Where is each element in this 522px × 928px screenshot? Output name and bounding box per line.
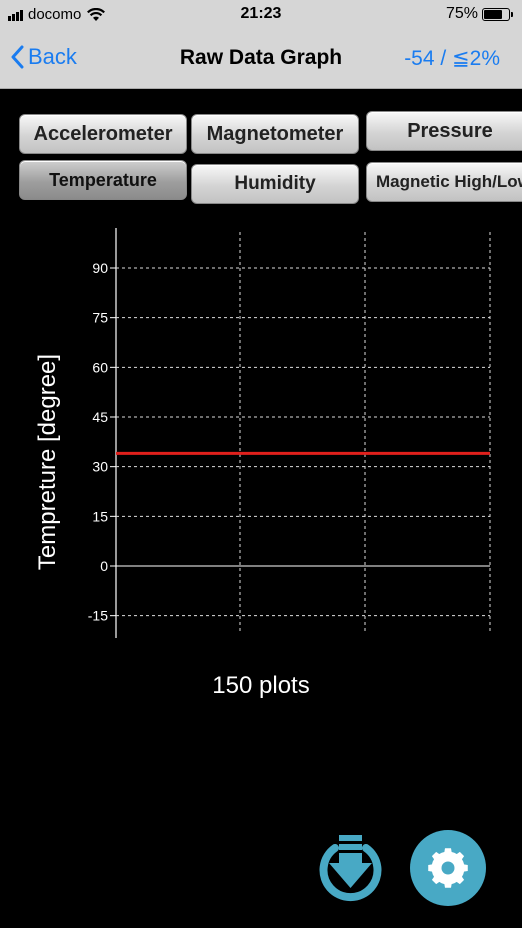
navigation-bar: Back Raw Data Graph -54 / ≦2% xyxy=(0,30,522,89)
y-tick-label: 15 xyxy=(92,508,108,524)
battery-icon xyxy=(482,7,513,21)
y-tick-label: 0 xyxy=(100,558,108,574)
tab-humidity[interactable]: Humidity xyxy=(191,164,359,204)
nav-right-button[interactable]: -54 / ≦2% xyxy=(404,47,500,70)
status-bar: docomo 21:23 75% xyxy=(0,0,522,30)
plots-count: 150 plots xyxy=(212,672,310,699)
y-tick-label: 75 xyxy=(92,310,108,326)
tab-magnetometer[interactable]: Magnetometer xyxy=(191,114,359,154)
settings-button[interactable] xyxy=(410,830,486,906)
y-tick-label: 90 xyxy=(92,260,108,276)
temperature-chart: 90 75 60 45 30 15 0 -15 xyxy=(88,228,491,638)
tab-accelerometer[interactable]: Accelerometer xyxy=(19,114,187,154)
battery-percent: 75% xyxy=(445,5,478,22)
tab-magnetic-high-low[interactable]: Magnetic High/Low xyxy=(366,162,522,202)
tab-pressure[interactable]: Pressure xyxy=(366,111,522,151)
back-button[interactable]: Back xyxy=(10,44,77,70)
gear-icon xyxy=(428,848,468,888)
y-tick-label: 45 xyxy=(92,409,108,425)
tab-temperature[interactable]: Temperature xyxy=(19,160,187,200)
y-tick-label: 60 xyxy=(92,359,108,375)
wifi-icon xyxy=(87,7,106,21)
y-tick-label: 30 xyxy=(92,459,108,475)
y-axis-label: Tempreture [degree] xyxy=(34,353,61,571)
download-icon xyxy=(319,835,382,902)
back-label: Back xyxy=(28,44,77,69)
signal-icon xyxy=(8,9,23,21)
chevron-left-icon xyxy=(11,45,24,69)
y-tick-label: -15 xyxy=(88,608,108,624)
clock: 21:23 xyxy=(240,5,282,22)
download-button[interactable] xyxy=(313,830,388,905)
carrier: docomo xyxy=(28,6,82,23)
